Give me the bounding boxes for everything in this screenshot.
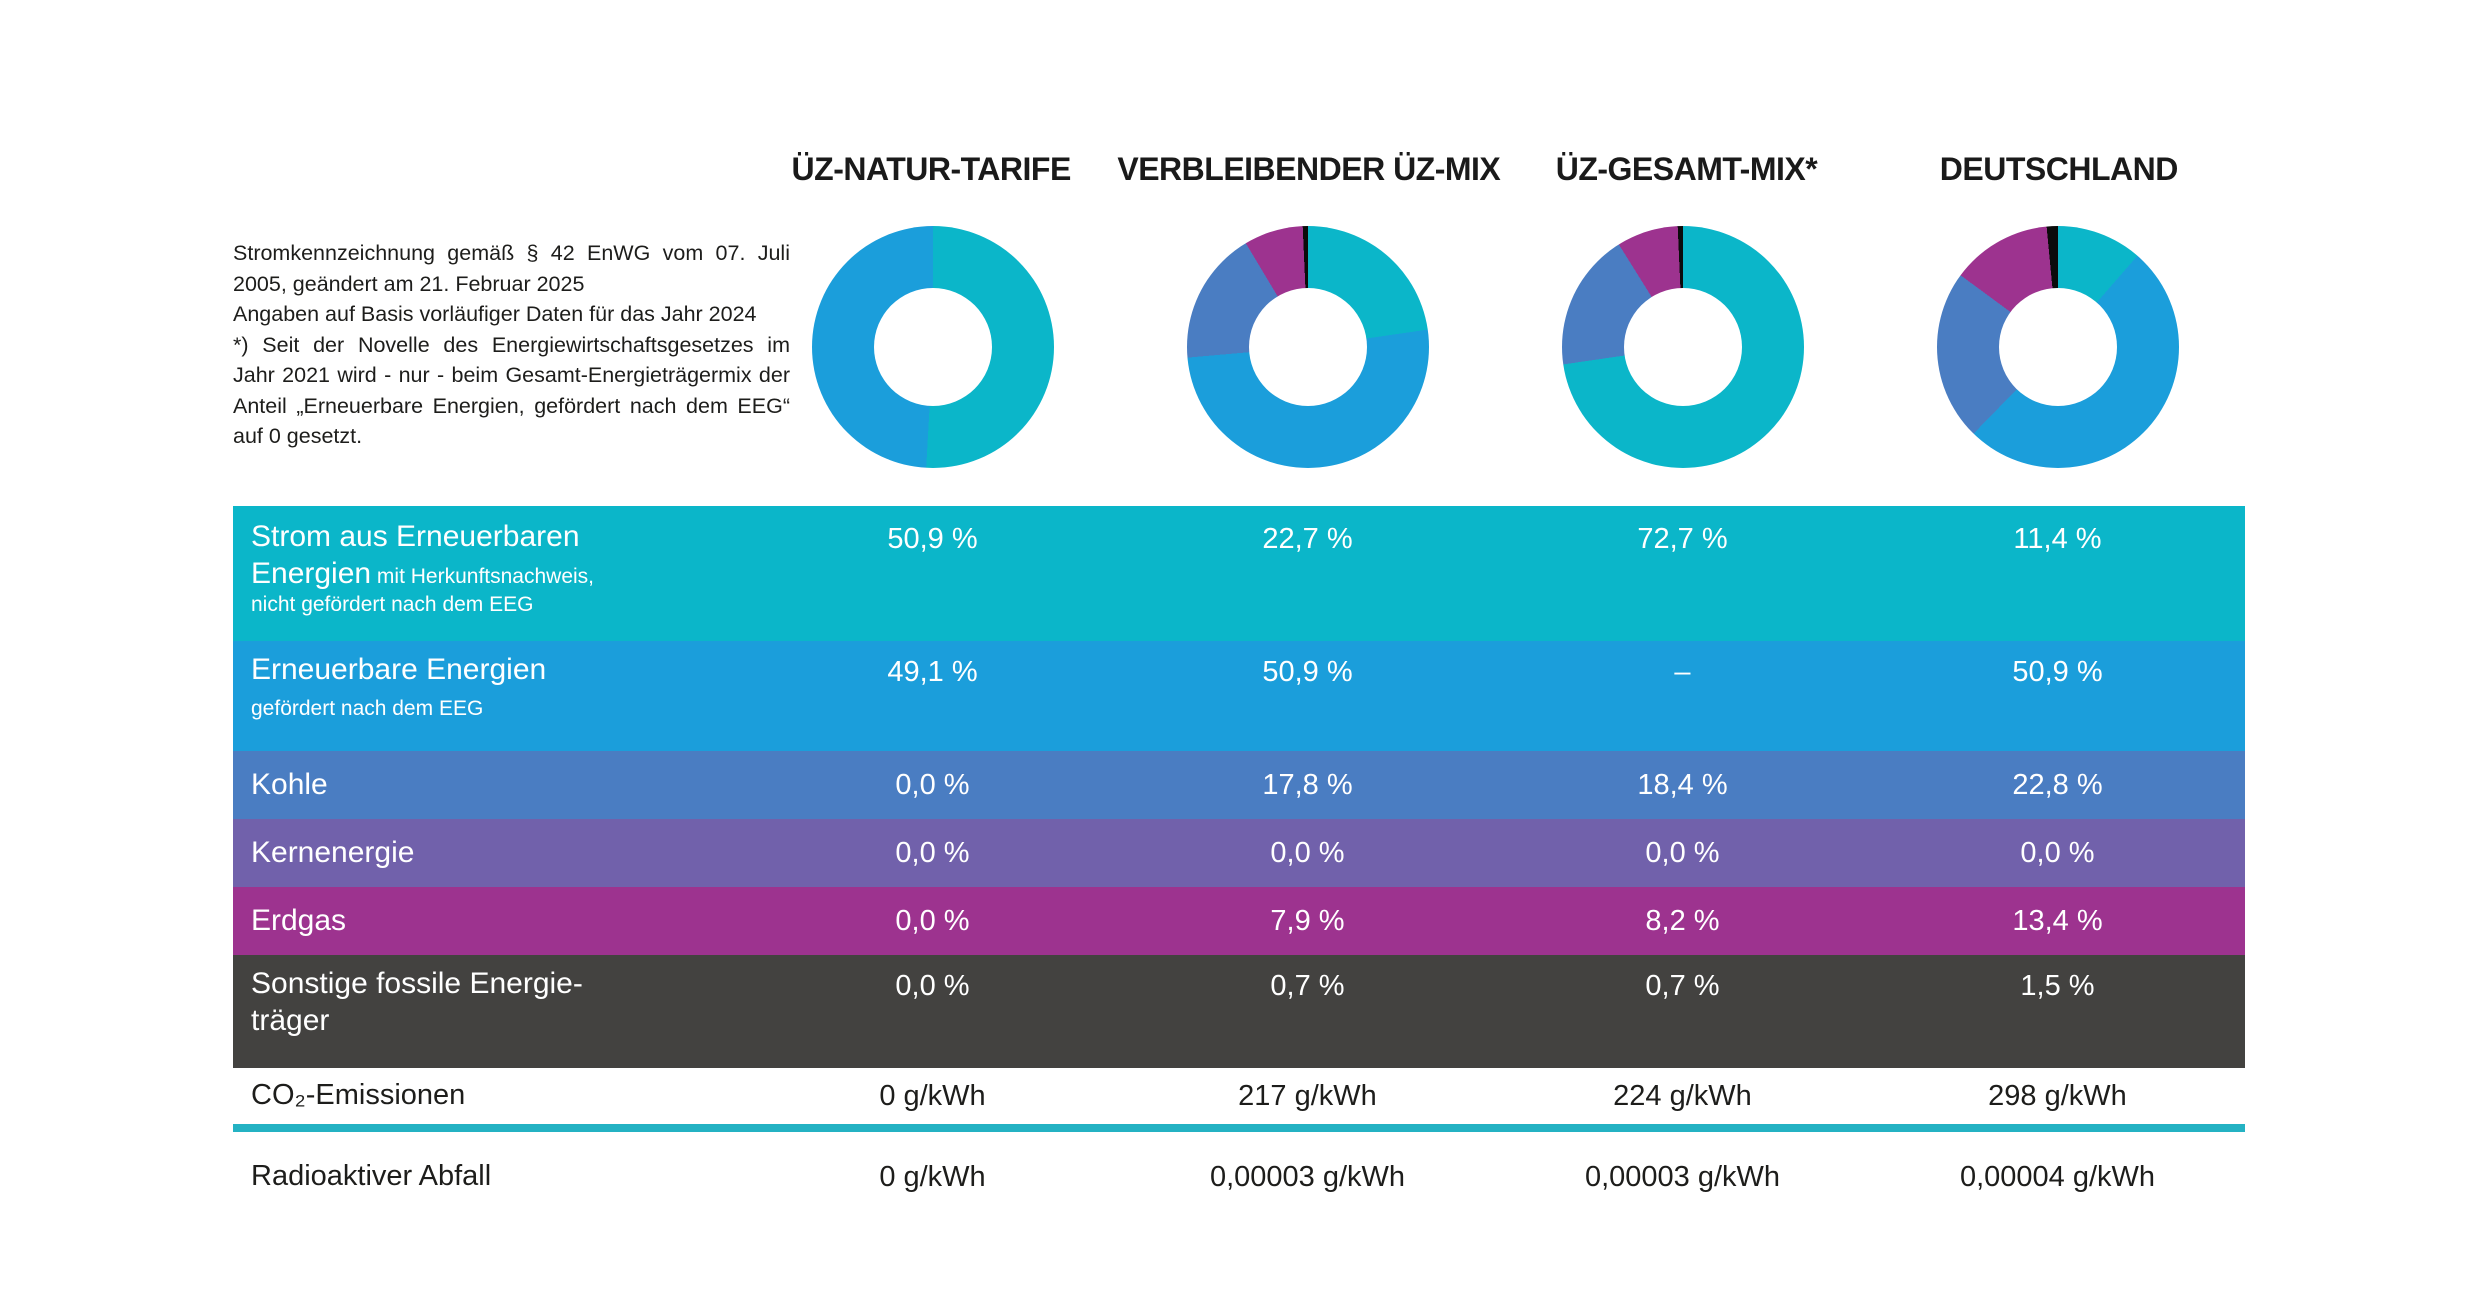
table-row-erneuerbare-eeg: Erneuerbare Energien gefördert nach dem … [233, 641, 2245, 751]
table-row-co2-emissionen: CO₂-Emissionen 0 g/kWh 217 g/kWh 224 g/k… [233, 1068, 2245, 1132]
row-value: 50,9 % [2012, 656, 2103, 688]
column-header-uez-natur-tarife: ÜZ-NATUR-TARIFE [791, 151, 1072, 187]
row-value: 18,4 % [1637, 768, 1728, 801]
row-value: 22,7 % [1262, 523, 1353, 555]
note-paragraph-data-basis: Angaben auf Basis vorläufiger Daten für … [233, 302, 757, 327]
row-value: 0,0 % [1270, 836, 1345, 869]
row-value: 50,9 % [1262, 656, 1353, 688]
row-value: 298 g/kWh [1988, 1079, 2127, 1112]
row-value: 72,7 % [1637, 523, 1728, 555]
row-value: 0 g/kWh [879, 1160, 986, 1193]
donut-chart-deutschland [1936, 226, 2179, 468]
column-header-row: ÜZ-NATUR-TARIFE VERBLEIBENDER ÜZ-MIX ÜZ-… [233, 142, 2245, 188]
row-value: 50,9 % [887, 523, 978, 555]
table-row-radioaktiver-abfall: Radioaktiver Abfall 0 g/kWh 0,00003 g/kW… [233, 1132, 2245, 1222]
row-value: – [1674, 656, 1691, 688]
row-value: 0,0 % [895, 768, 970, 801]
legal-notes: Stromkennzeichnung gemäß § 42 EnWG vom 0… [233, 238, 790, 452]
row-value: 0,7 % [1645, 970, 1720, 1002]
row-value: 0 g/kWh [879, 1079, 986, 1112]
row-value: 0,0 % [1645, 836, 1720, 869]
row-label: Strom aus Erneuerbaren Energien mit Herk… [233, 506, 745, 618]
row-label-sub: gefördert nach dem EEG [251, 696, 484, 720]
row-value: 11,4 % [2013, 523, 2102, 555]
row-value: 217 g/kWh [1238, 1079, 1377, 1112]
donut-chart-verbleibender-uez-mix [1186, 226, 1429, 468]
row-value: 49,1 % [887, 656, 978, 688]
table-row-kohle: Kohle 0,0 % 17,8 % 18,4 % 22,8 % [233, 751, 2245, 819]
table-row-sonstige-fossile: Sonstige fossile Energie- träger 0,0 % 0… [233, 955, 2245, 1068]
chart-band: Stromkennzeichnung gemäß § 42 EnWG vom 0… [233, 188, 2245, 506]
column-header-uez-gesamt-mix: ÜZ-GESAMT-MIX* [1555, 151, 1818, 187]
table-row-kernenergie: Kernenergie 0,0 % 0,0 % 0,0 % 0,0 % [233, 819, 2245, 887]
row-value: 1,5 % [2020, 970, 2095, 1002]
row-label-main: Kernenergie [251, 835, 415, 869]
row-value: 0,0 % [895, 836, 970, 869]
column-header-verbleibender-uez-mix: VERBLEIBENDER ÜZ-MIX [1117, 151, 1501, 187]
column-header-deutschland: DEUTSCHLAND [1939, 151, 2179, 187]
row-value: 13,4 % [2012, 904, 2103, 937]
row-label: Erneuerbare Energien gefördert nach dem … [233, 641, 745, 722]
table-row-erneuerbare-mit-herkunftsnachweis: Strom aus Erneuerbaren Energien mit Herk… [233, 506, 2245, 641]
row-value: 8,2 % [1645, 904, 1720, 937]
row-value: 7,9 % [1270, 904, 1345, 937]
row-label-main: Radioaktiver Abfall [251, 1160, 492, 1193]
row-value: 0,7 % [1270, 970, 1345, 1002]
note-paragraph-asterisk: *) Seit der Novelle des Energiewirtschaf… [233, 332, 790, 449]
row-value: 17,8 % [1262, 768, 1353, 801]
row-label-main: CO₂-Emissionen [251, 1079, 466, 1112]
note-paragraph-enwg: Stromkennzeichnung gemäß § 42 EnWG vom 0… [233, 241, 790, 296]
donut-chart-uez-natur-tarife [811, 226, 1054, 468]
row-label-main: Erdgas [251, 903, 347, 937]
row-value: 0,00003 g/kWh [1584, 1160, 1781, 1193]
row-label-main: Erneuerbare Energien [251, 653, 547, 686]
row-label-main: Kohle [251, 767, 328, 801]
row-value: 22,8 % [2012, 768, 2103, 801]
row-value: 224 g/kWh [1613, 1079, 1752, 1112]
row-label-sub: mit Herkunftsnachweis, nicht gefördert n… [251, 564, 595, 617]
row-value: 0,00003 g/kWh [1209, 1160, 1406, 1193]
row-value: 0,0 % [895, 970, 970, 1002]
row-label-main: Sonstige fossile Energie- träger [251, 967, 583, 1037]
row-value: 0,00004 g/kWh [1959, 1160, 2156, 1193]
row-value: 0,0 % [895, 904, 970, 937]
donut-chart-uez-gesamt-mix [1561, 226, 1804, 468]
row-label-main: Strom aus Erneuerbaren Energien [251, 520, 580, 590]
row-value: 0,0 % [2020, 836, 2095, 869]
table-row-erdgas: Erdgas 0,0 % 7,9 % 8,2 % 13,4 % [233, 887, 2245, 955]
